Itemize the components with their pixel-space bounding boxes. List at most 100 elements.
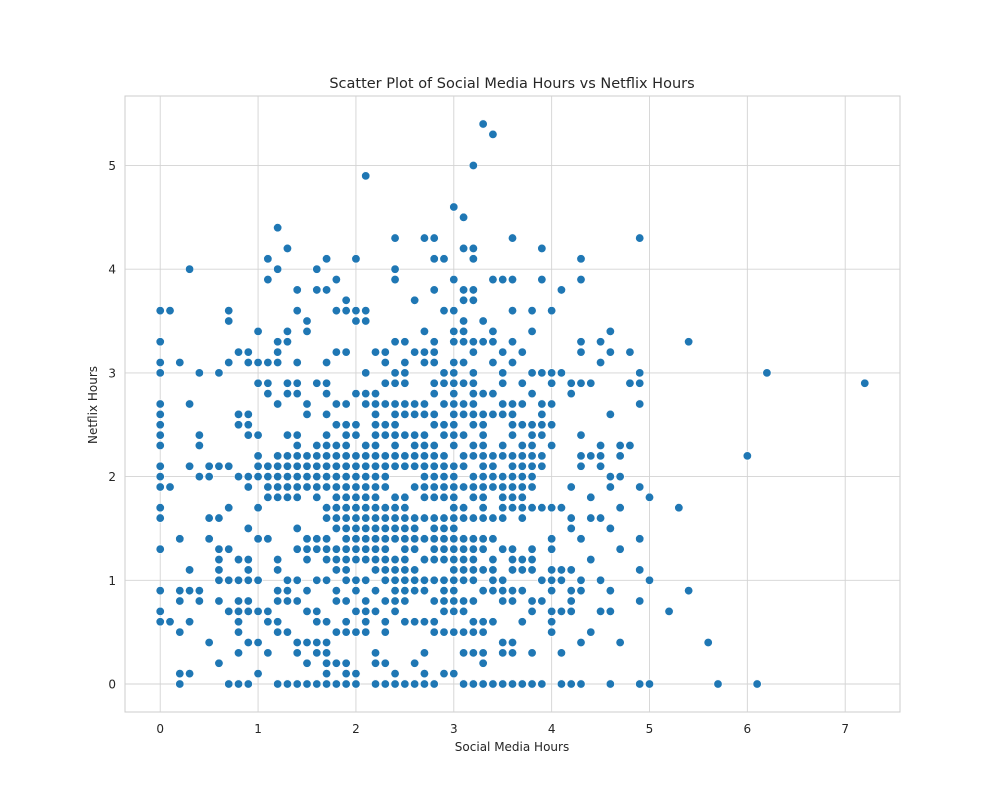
data-point xyxy=(351,679,361,689)
x-tick-label: 6 xyxy=(744,722,752,736)
data-point xyxy=(390,461,400,471)
data-point xyxy=(390,513,400,523)
data-point xyxy=(155,482,165,492)
data-point xyxy=(341,492,351,502)
data-point xyxy=(302,638,312,648)
data-point xyxy=(390,420,400,430)
data-point xyxy=(507,586,517,596)
data-point xyxy=(439,368,449,378)
data-point xyxy=(331,472,341,482)
data-point xyxy=(292,679,302,689)
data-point xyxy=(371,430,381,440)
data-point xyxy=(371,555,381,565)
data-point xyxy=(302,326,312,336)
data-point xyxy=(322,503,332,513)
data-point xyxy=(468,648,478,658)
data-point xyxy=(282,586,292,596)
x-tick-label: 0 xyxy=(156,722,164,736)
data-point xyxy=(478,627,488,637)
data-point xyxy=(282,337,292,347)
data-point xyxy=(605,679,615,689)
data-point xyxy=(478,503,488,513)
data-point xyxy=(439,492,449,502)
data-point xyxy=(449,492,459,502)
data-point xyxy=(400,368,410,378)
data-point xyxy=(547,544,557,554)
data-point xyxy=(400,399,410,409)
data-point xyxy=(556,679,566,689)
data-point xyxy=(439,472,449,482)
data-point xyxy=(243,358,253,368)
data-point xyxy=(507,461,517,471)
data-point xyxy=(371,523,381,533)
data-point xyxy=(302,606,312,616)
data-point xyxy=(273,596,283,606)
data-point xyxy=(410,679,420,689)
data-point xyxy=(292,648,302,658)
data-point xyxy=(312,472,322,482)
data-point xyxy=(371,586,381,596)
data-point xyxy=(194,472,204,482)
data-point xyxy=(410,461,420,471)
data-point xyxy=(459,555,469,565)
data-point xyxy=(556,606,566,616)
data-point xyxy=(635,679,645,689)
data-point xyxy=(635,233,645,243)
data-point xyxy=(390,337,400,347)
data-point xyxy=(302,409,312,419)
data-point xyxy=(390,440,400,450)
data-point xyxy=(429,233,439,243)
data-point xyxy=(302,451,312,461)
data-point xyxy=(400,513,410,523)
data-point xyxy=(302,544,312,554)
data-point xyxy=(292,285,302,295)
data-point xyxy=(400,596,410,606)
data-point xyxy=(419,482,429,492)
x-tick-label: 4 xyxy=(548,722,556,736)
data-point xyxy=(312,451,322,461)
data-point xyxy=(400,523,410,533)
data-point xyxy=(322,409,332,419)
data-point xyxy=(478,451,488,461)
data-point xyxy=(419,233,429,243)
data-point xyxy=(429,389,439,399)
data-point xyxy=(224,575,234,585)
data-point xyxy=(410,482,420,492)
data-point xyxy=(507,430,517,440)
data-point xyxy=(605,482,615,492)
data-point xyxy=(498,440,508,450)
data-point xyxy=(224,461,234,471)
data-point xyxy=(419,451,429,461)
data-point xyxy=(459,326,469,336)
data-point xyxy=(537,409,547,419)
data-point xyxy=(371,461,381,471)
data-point xyxy=(243,409,253,419)
data-point xyxy=(507,472,517,482)
data-point xyxy=(400,378,410,388)
data-point xyxy=(429,523,439,533)
data-point xyxy=(488,358,498,368)
data-point xyxy=(292,472,302,482)
data-point xyxy=(380,596,390,606)
data-point xyxy=(331,555,341,565)
data-point xyxy=(351,534,361,544)
data-point xyxy=(439,534,449,544)
data-point xyxy=(419,679,429,689)
data-point xyxy=(322,389,332,399)
data-point xyxy=(439,586,449,596)
data-point xyxy=(234,472,244,482)
data-point xyxy=(400,358,410,368)
data-point xyxy=(488,472,498,482)
data-point xyxy=(625,347,635,357)
data-point xyxy=(478,679,488,689)
data-point xyxy=(468,482,478,492)
data-point xyxy=(155,503,165,513)
data-point xyxy=(429,575,439,585)
data-point xyxy=(380,513,390,523)
data-point xyxy=(449,606,459,616)
data-point xyxy=(341,513,351,523)
data-point xyxy=(459,544,469,554)
data-point xyxy=(243,482,253,492)
data-point xyxy=(459,285,469,295)
data-point xyxy=(556,575,566,585)
